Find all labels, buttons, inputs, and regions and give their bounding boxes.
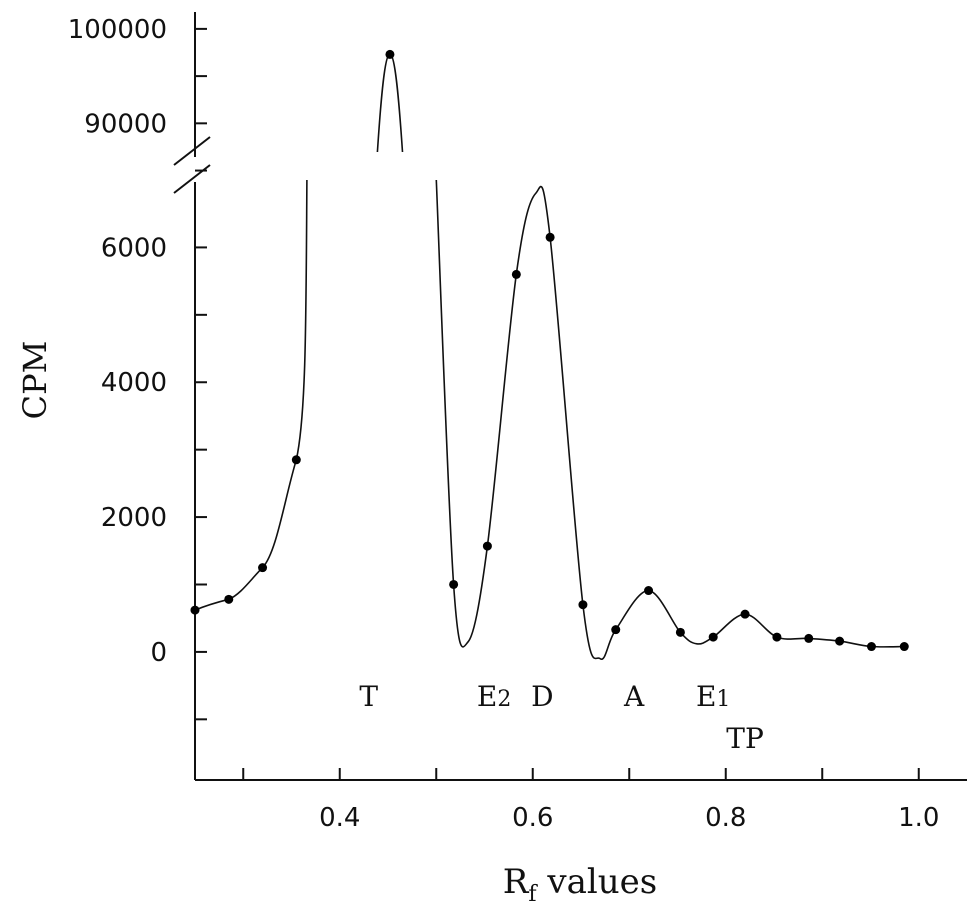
- data-point-13: [708, 632, 718, 642]
- axis-break-mark-upper: [173, 136, 211, 166]
- peak-label-4: E1: [696, 680, 730, 713]
- curve-layer: [194, 53, 905, 660]
- y-tick-label: 6000: [101, 233, 167, 263]
- x-axis-title-rest: values: [537, 862, 658, 902]
- y-tick-label: 0: [150, 638, 167, 668]
- y-axis-title: CPM: [16, 341, 54, 420]
- data-point-14: [740, 609, 750, 619]
- data-point-16: [804, 633, 814, 643]
- peak-label-1: E2: [477, 680, 511, 713]
- x-axis-title: Rf values: [503, 862, 657, 907]
- data-point-1: [224, 594, 234, 604]
- data-point-19: [899, 642, 909, 652]
- data-point-17: [835, 636, 845, 646]
- data-point-18: [866, 642, 876, 652]
- data-point-3: [291, 455, 301, 465]
- data-point-12: [675, 627, 685, 637]
- y-tick-label: 100000: [68, 15, 167, 45]
- curve-peak: [376, 53, 404, 153]
- peak-label-0: T: [359, 680, 378, 713]
- ticks: 0.4 0.6 0.8 1.0 0 2000 4000 6000 90000 100000: [68, 15, 940, 833]
- labels: T E2 D A E1 TP: [359, 680, 763, 755]
- x-axis-title-main: R: [503, 862, 530, 902]
- curve-fall: [435, 179, 905, 660]
- y-tick-label: 4000: [101, 368, 167, 398]
- axis-break-mark-lower: [173, 164, 211, 194]
- peak-label-5: TP: [726, 722, 764, 755]
- data-point-15: [772, 632, 782, 642]
- axes: [173, 12, 967, 781]
- data-point-5: [449, 579, 459, 589]
- data-point-0: [190, 605, 200, 615]
- curve-rise: [194, 179, 308, 611]
- data-point-11: [644, 586, 654, 596]
- y-tick-label: 90000: [84, 109, 167, 139]
- peak-label-3: A: [623, 680, 645, 713]
- data-point-10: [611, 625, 621, 635]
- data-points: [190, 49, 909, 652]
- x-tick-label: 1.0: [898, 803, 939, 833]
- x-axis-title-sub: f: [528, 882, 538, 907]
- data-point-8: [545, 232, 555, 242]
- y-tick-label: 2000: [101, 503, 167, 533]
- data-point-4: [385, 49, 395, 59]
- data-point-9: [578, 600, 588, 610]
- data-point-6: [482, 541, 492, 551]
- data-point-7: [511, 269, 521, 279]
- peak-label-2: D: [531, 680, 553, 713]
- data-point-2: [258, 563, 268, 573]
- x-tick-label: 0.8: [705, 803, 746, 833]
- x-tick-label: 0.4: [319, 803, 360, 833]
- x-tick-label: 0.6: [512, 803, 553, 833]
